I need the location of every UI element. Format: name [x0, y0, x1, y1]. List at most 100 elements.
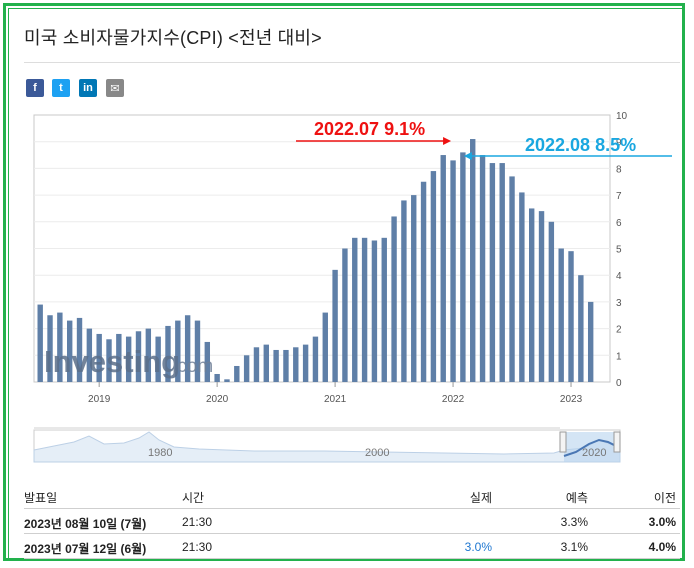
bar [37, 304, 43, 382]
bar [293, 347, 299, 382]
bar [558, 248, 564, 382]
bar [391, 216, 397, 382]
x-tick-label: 2022 [442, 394, 465, 405]
bar [76, 317, 83, 382]
bar [548, 221, 555, 382]
y-tick-label: 6 [616, 218, 622, 229]
bar [371, 240, 378, 382]
bar [125, 336, 132, 382]
y-tick-label: 3 [616, 298, 622, 309]
bar [116, 333, 122, 382]
row-date: 2023년 08월 10일 (7월) [24, 517, 147, 531]
bar [57, 312, 63, 382]
navigator-label-2020: 2020 [582, 447, 606, 459]
bar [352, 237, 358, 382]
bar [243, 355, 250, 382]
navigator-right-handle[interactable] [613, 431, 621, 453]
twitter-icon: t [59, 82, 63, 94]
bar [381, 237, 387, 382]
row-date: 2023년 07월 12일 (6월) [24, 542, 147, 556]
bar [224, 379, 230, 382]
y-tick-label: 8 [616, 164, 622, 175]
bar [204, 341, 211, 382]
inner-frame [8, 8, 684, 560]
header-release-date: 발표일 [24, 491, 58, 505]
row-forecast: 3.3% [560, 515, 588, 529]
header-actual: 실제 [469, 491, 492, 505]
header-forecast: 예측 [565, 491, 588, 505]
navigator-left-handle[interactable] [559, 431, 567, 453]
linkedin-icon: in [83, 82, 93, 94]
bar [283, 349, 289, 382]
bar [479, 155, 486, 382]
bar [470, 139, 476, 382]
twitter-share-button[interactable]: t [52, 79, 70, 97]
navigator-scrollbar[interactable] [34, 427, 560, 430]
bar [529, 208, 535, 382]
row-forecast: 3.1% [560, 540, 588, 554]
watermark-suffix: .com [172, 356, 213, 377]
bar [155, 336, 161, 382]
row-time: 21:30 [182, 540, 213, 554]
title-divider [24, 62, 680, 63]
bar [312, 336, 319, 382]
bar [165, 325, 171, 382]
x-tick-label: 2021 [324, 394, 347, 405]
navigator-label-2000: 2000 [365, 447, 389, 459]
bar [194, 320, 201, 382]
bar [96, 333, 102, 382]
y-tick-label: 10 [616, 111, 628, 122]
annotation-arrowhead-jul [443, 137, 452, 145]
bar [401, 200, 407, 382]
navigator[interactable]: 1980 2000 2020 [33, 427, 621, 463]
y-tick-label: 1 [616, 351, 622, 362]
row-time: 21:30 [182, 515, 213, 529]
annotation-aug-label: 2022.08 8.5% [525, 135, 636, 155]
linkedin-share-button[interactable]: in [79, 79, 97, 97]
investing-watermark: Investing .com [44, 344, 213, 379]
bar [273, 349, 279, 382]
email-share-button[interactable]: ✉ [106, 79, 124, 97]
bar [587, 301, 594, 382]
bar [66, 320, 73, 382]
table-header-row: 발표일 시간 실제 예측 이전 [24, 482, 680, 509]
navigator-label-1980: 1980 [148, 447, 172, 459]
bar [411, 195, 417, 382]
bar [519, 192, 525, 382]
table-row: 2023년 07월 12일 (6월) 21:30 3.0% 3.1% 4.0% [24, 534, 680, 559]
y-tick-label: 9 [616, 138, 622, 149]
bar [489, 163, 496, 382]
bar [538, 211, 545, 382]
bar [430, 171, 437, 382]
bar [234, 365, 240, 382]
x-tick-label: 2020 [206, 394, 229, 405]
bar [450, 160, 456, 382]
bar [106, 339, 112, 382]
facebook-icon: f [33, 82, 37, 94]
bar [342, 248, 348, 382]
row-actual: 3.0% [464, 540, 492, 554]
x-tick-label: 2023 [560, 394, 583, 405]
navigator-selection[interactable] [564, 432, 620, 462]
facebook-share-button[interactable]: f [26, 79, 44, 97]
bar [214, 373, 220, 382]
bar [440, 155, 446, 382]
x-tick-label: 2019 [88, 394, 111, 405]
bar [322, 312, 328, 382]
bar [509, 176, 515, 382]
bar [460, 152, 466, 382]
cpi-chart: 0 1 2 3 4 5 6 7 8 9 10 2019 2020 2021 2022 2023 Invest… [33, 111, 672, 463]
bar [253, 347, 260, 382]
row-previous: 3.0% [648, 515, 676, 529]
y-tick-label: 7 [616, 191, 622, 202]
page-title: 미국 소비자물가지수(CPI) <전년 대비> [24, 28, 322, 48]
header-previous: 이전 [653, 491, 676, 505]
bar [302, 344, 309, 382]
bar [86, 328, 93, 382]
bar [361, 237, 368, 382]
annotation-jul-label: 2022.07 9.1% [314, 119, 425, 139]
bar [499, 163, 505, 382]
bar [332, 269, 338, 382]
y-tick-label: 0 [616, 378, 622, 389]
watermark-brand: Investing [44, 344, 180, 379]
